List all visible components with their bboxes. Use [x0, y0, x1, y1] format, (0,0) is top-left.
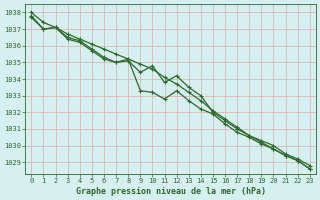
- X-axis label: Graphe pression niveau de la mer (hPa): Graphe pression niveau de la mer (hPa): [76, 187, 266, 196]
